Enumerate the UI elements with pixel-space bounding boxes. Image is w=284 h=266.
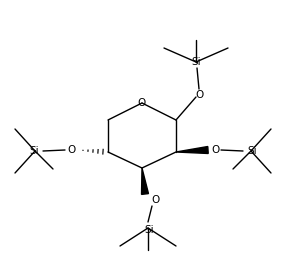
- Text: Si: Si: [144, 225, 154, 235]
- Text: Si: Si: [29, 146, 39, 156]
- Text: O: O: [67, 145, 75, 155]
- Text: Si: Si: [247, 146, 257, 156]
- Text: O: O: [196, 90, 204, 100]
- Text: O: O: [211, 145, 219, 155]
- Polygon shape: [141, 168, 149, 194]
- Text: Si: Si: [191, 57, 201, 67]
- Text: O: O: [152, 195, 160, 205]
- Text: O: O: [137, 98, 145, 108]
- Polygon shape: [176, 147, 208, 153]
